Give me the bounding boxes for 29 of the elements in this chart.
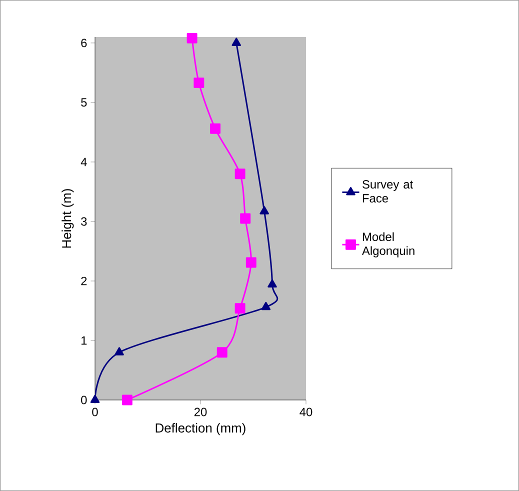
legend-label: Survey at Face	[362, 180, 414, 203]
y-tick-label: 0	[81, 396, 87, 404]
point	[210, 123, 220, 134]
point	[232, 38, 241, 46]
y-axis-title: Height (m)	[62, 189, 74, 248]
point	[216, 347, 228, 358]
point	[234, 168, 246, 180]
point	[246, 257, 256, 268]
point	[261, 302, 271, 310]
y-tick-label: 6	[81, 38, 87, 48]
x-tick-label: 20	[194, 408, 207, 416]
point	[240, 213, 251, 224]
y-tick-label: 1	[81, 336, 87, 345]
point	[186, 32, 198, 44]
x-tick-label: 40	[300, 408, 312, 416]
point	[122, 394, 132, 406]
point	[90, 394, 100, 403]
point	[260, 206, 269, 214]
y-tick-label: 4	[80, 158, 87, 166]
legend-label: Model Algonquin	[362, 232, 414, 258]
y-tick-label: 5	[81, 98, 87, 107]
x-axis-title: Deflection (mm)	[156, 423, 246, 436]
x-tick-label: 0	[92, 408, 98, 416]
y-tick-label: 2	[81, 276, 87, 286]
y-tick-label: 3	[81, 217, 87, 226]
point	[194, 78, 204, 88]
point	[234, 303, 246, 314]
point	[114, 347, 124, 356]
point	[268, 279, 277, 288]
